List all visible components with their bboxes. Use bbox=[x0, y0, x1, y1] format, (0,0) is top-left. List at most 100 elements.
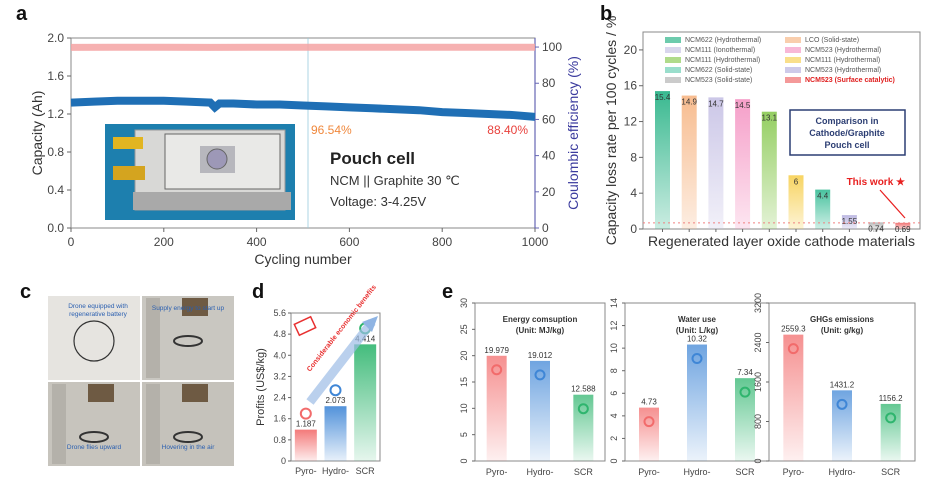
photo-1 bbox=[48, 296, 140, 380]
chart-title: Water use bbox=[678, 315, 716, 324]
photo-wall bbox=[52, 384, 66, 464]
panel-d-chart: 0 0.8 1.6 2.4 3.2 4.0 4.8 5.6 1.187 Pyro- 2.073 Hyd… bbox=[255, 284, 381, 476]
y-tick-label: 6 bbox=[609, 391, 619, 396]
photo-door bbox=[182, 298, 208, 316]
bar bbox=[815, 189, 831, 229]
x-tick-label: Pyro- bbox=[486, 467, 508, 477]
tab-negative bbox=[113, 166, 145, 180]
bar-icon bbox=[534, 369, 546, 381]
x-axis-label: Cycling number bbox=[254, 251, 352, 267]
y-tick-label: 10 bbox=[459, 403, 469, 413]
bar bbox=[354, 344, 377, 461]
y-tick-label: 3.2 bbox=[273, 371, 286, 381]
panel-label-c: c bbox=[20, 281, 31, 303]
y-axis-label: Capacity (Ah) bbox=[29, 91, 45, 176]
bar-value-label: 10.32 bbox=[687, 335, 708, 344]
legend-label: NCM111 (Hydrothermal) bbox=[685, 57, 760, 64]
legend-swatch bbox=[785, 67, 801, 73]
y-tick-label: 0.0 bbox=[47, 221, 64, 235]
y-tick-label: 8 bbox=[630, 150, 637, 164]
y-tick-label: 1.6 bbox=[273, 414, 286, 424]
y-right-tick-label: 40 bbox=[542, 149, 556, 163]
y-tick-label: 0 bbox=[609, 458, 619, 463]
drone bbox=[173, 335, 203, 347]
y-right-tick-label: 0 bbox=[542, 221, 549, 235]
y-tick-label: 2.4 bbox=[273, 393, 286, 403]
chart-title: Energy comsuption bbox=[503, 315, 578, 324]
y-tick-label: 15 bbox=[459, 377, 469, 387]
panel-label-d: d bbox=[252, 281, 264, 303]
bar bbox=[783, 334, 804, 461]
chart-subtitle: (Unit: g/kg) bbox=[821, 326, 864, 335]
y-tick-label: 4.0 bbox=[273, 350, 286, 360]
photo-door bbox=[88, 384, 114, 402]
trend-arrow bbox=[306, 319, 376, 405]
bar-value-label: 1156.2 bbox=[879, 394, 903, 403]
y-axis-label: Capacity loss rate per 100 cycles / % bbox=[603, 16, 619, 246]
photo-caption: Drone equipped with bbox=[68, 303, 128, 310]
panel-label-b: b bbox=[600, 3, 612, 25]
comparison-box-text: Comparison in bbox=[815, 116, 878, 126]
panel-label-a: a bbox=[16, 3, 28, 25]
legend-label: NCM622 (Hydrothermal) bbox=[685, 37, 761, 44]
legend-label: NCM622 (Solid-state) bbox=[685, 67, 752, 74]
y-tick-label: 1600 bbox=[753, 372, 763, 392]
legend-label: NCM523 (Hydrothermal) bbox=[805, 67, 881, 74]
y-tick-label: 0.8 bbox=[273, 435, 286, 445]
y-tick-label: 30 bbox=[459, 298, 469, 308]
photo-wall bbox=[146, 298, 160, 378]
y-tick-label: 0 bbox=[630, 222, 637, 236]
y-tick-label: 25 bbox=[459, 324, 469, 334]
x-tick-label: 600 bbox=[339, 235, 359, 249]
bar-value-label: 0.74 bbox=[868, 224, 884, 233]
bar bbox=[681, 95, 697, 229]
bar bbox=[735, 378, 755, 461]
x-tick-label: SCR bbox=[356, 466, 376, 476]
legend-label: LCO (Solid-state) bbox=[805, 37, 859, 44]
legend-swatch bbox=[785, 77, 801, 83]
x-tick-label: SCR bbox=[881, 467, 901, 477]
y-axis-label: Profits (US$/kg) bbox=[255, 348, 267, 426]
bar-icon bbox=[691, 353, 703, 365]
bar bbox=[841, 215, 857, 229]
chart-subtitle: (Unit: L/kg) bbox=[676, 326, 719, 335]
bar-value-label: 4.4 bbox=[817, 192, 829, 201]
y-tick-label: 5 bbox=[459, 432, 469, 437]
bar-value-label: 7.34 bbox=[737, 368, 753, 377]
y-tick-label: 1.6 bbox=[47, 69, 64, 83]
bar-value-label: 1.55 bbox=[842, 217, 858, 226]
ruler bbox=[133, 192, 291, 210]
x-tick-label: SCR bbox=[574, 467, 594, 477]
y-tick-label: 2400 bbox=[753, 332, 763, 352]
comparison-box-text: Pouch cell bbox=[824, 140, 869, 150]
x-tick-label: 0 bbox=[68, 235, 75, 249]
y-tick-label: 14 bbox=[609, 298, 619, 308]
bar-value-label: 6 bbox=[794, 177, 799, 186]
x-tick-label: Hydro- bbox=[322, 466, 349, 476]
legend-swatch bbox=[785, 57, 801, 63]
legend-swatch bbox=[665, 47, 681, 53]
legend-label: NCM523 (Surface catalytic) bbox=[805, 77, 895, 84]
y-tick-label: 12 bbox=[609, 321, 619, 331]
photo-caption: Supply energy to start up bbox=[152, 305, 225, 312]
bar bbox=[639, 407, 659, 461]
bar-value-label: 2.073 bbox=[325, 396, 346, 405]
bar-value-label: 19.012 bbox=[528, 351, 553, 360]
bar bbox=[573, 394, 594, 461]
photo-caption: Hovering in the air bbox=[162, 444, 216, 451]
bar bbox=[324, 406, 347, 461]
y-tick-label: 2 bbox=[609, 436, 619, 441]
bar bbox=[530, 360, 550, 461]
panel-label-e: e bbox=[442, 281, 453, 303]
legend-label: NCM111 (Hydrothermal) bbox=[805, 57, 880, 64]
x-tick-label: Hydro- bbox=[526, 467, 553, 477]
photo-caption: regenerative battery bbox=[69, 311, 128, 318]
bar-value-label: 15.4 bbox=[655, 93, 671, 102]
x-axis-label: Regenerated layer oxide cathode material… bbox=[648, 233, 915, 249]
y-tick-label: 0 bbox=[753, 458, 763, 463]
bar bbox=[895, 222, 911, 229]
bar-icon bbox=[787, 343, 799, 355]
legend-swatch bbox=[665, 37, 681, 43]
y-tick-label: 16 bbox=[624, 79, 638, 93]
